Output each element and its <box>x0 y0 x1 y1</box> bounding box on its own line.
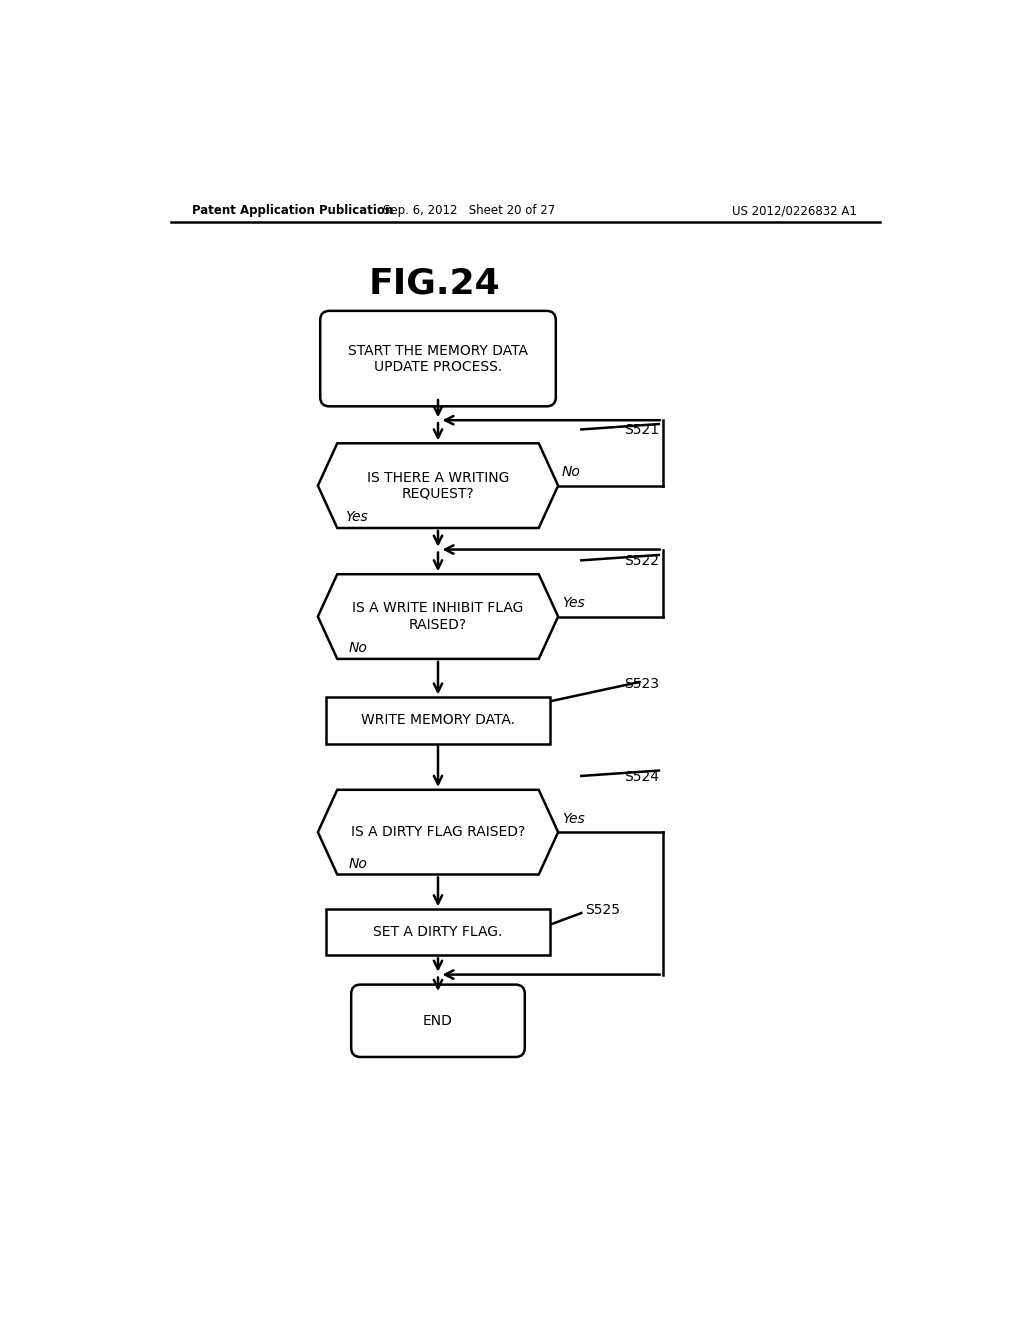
Text: FIG.24: FIG.24 <box>369 267 500 300</box>
Text: Yes: Yes <box>562 812 585 826</box>
Polygon shape <box>317 789 558 875</box>
Bar <box>326 697 550 743</box>
Text: No: No <box>349 642 368 655</box>
Bar <box>326 909 550 956</box>
Polygon shape <box>317 444 558 528</box>
Text: Patent Application Publication: Patent Application Publication <box>191 205 393 218</box>
Text: S524: S524 <box>624 770 658 784</box>
Text: US 2012/0226832 A1: US 2012/0226832 A1 <box>731 205 856 218</box>
Text: S525: S525 <box>586 903 621 917</box>
FancyBboxPatch shape <box>321 312 556 407</box>
Text: IS THERE A WRITING
REQUEST?: IS THERE A WRITING REQUEST? <box>367 470 509 500</box>
Text: IS A WRITE INHIBIT FLAG
RAISED?: IS A WRITE INHIBIT FLAG RAISED? <box>352 602 523 632</box>
Text: START THE MEMORY DATA
UPDATE PROCESS.: START THE MEMORY DATA UPDATE PROCESS. <box>348 343 528 374</box>
Text: Sep. 6, 2012   Sheet 20 of 27: Sep. 6, 2012 Sheet 20 of 27 <box>383 205 555 218</box>
Text: WRITE MEMORY DATA.: WRITE MEMORY DATA. <box>361 714 515 727</box>
Text: Yes: Yes <box>562 597 585 610</box>
Text: Yes: Yes <box>345 510 368 524</box>
Polygon shape <box>317 574 558 659</box>
Text: IS A DIRTY FLAG RAISED?: IS A DIRTY FLAG RAISED? <box>351 825 525 840</box>
FancyBboxPatch shape <box>351 985 524 1057</box>
Text: S523: S523 <box>624 677 658 692</box>
Text: No: No <box>562 466 581 479</box>
Text: S522: S522 <box>624 554 658 568</box>
Text: No: No <box>349 857 368 871</box>
Text: SET A DIRTY FLAG.: SET A DIRTY FLAG. <box>374 925 503 940</box>
Text: END: END <box>423 1014 453 1028</box>
Text: S521: S521 <box>624 424 658 437</box>
